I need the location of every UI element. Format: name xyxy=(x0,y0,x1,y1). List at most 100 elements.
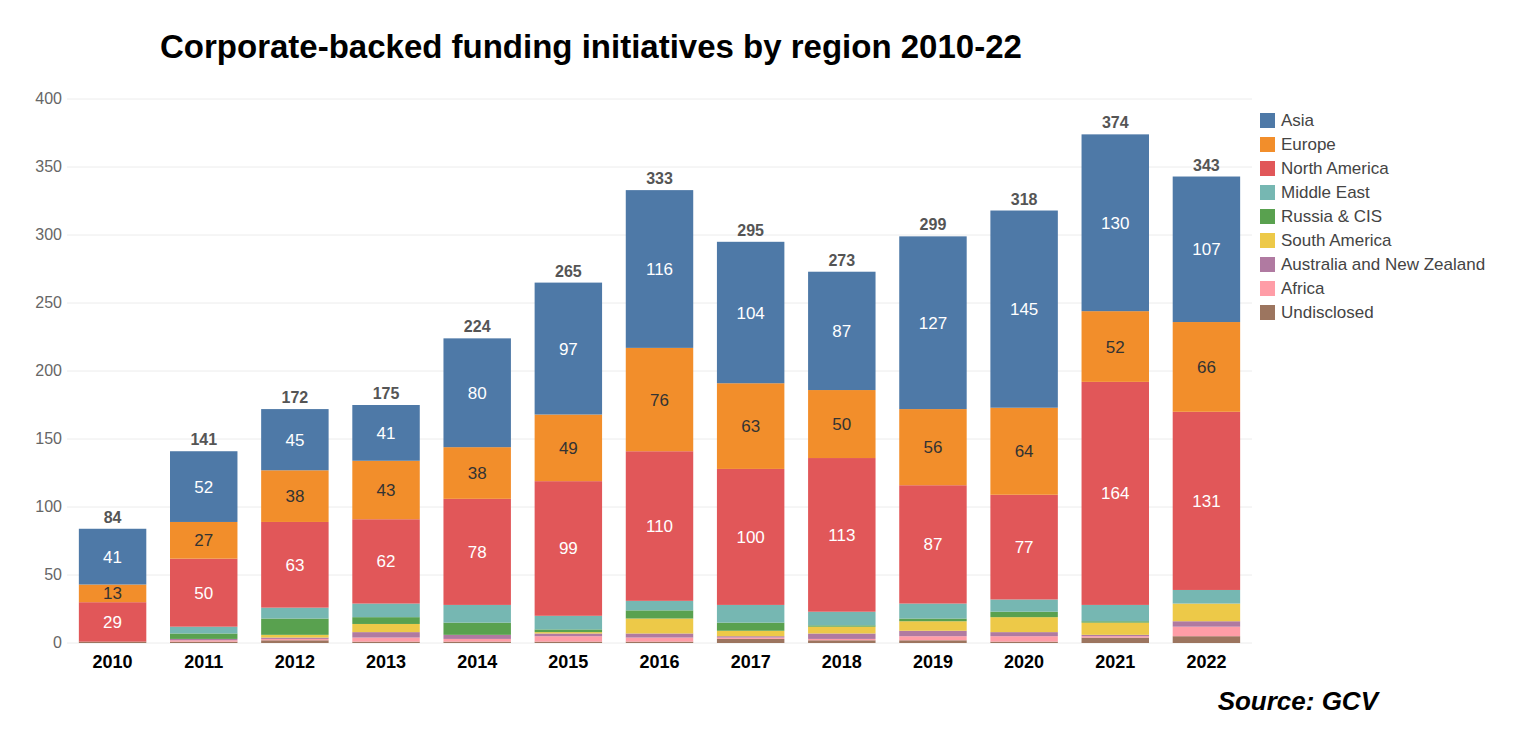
data-label: 80 xyxy=(468,384,487,403)
legend-label: Australia and New Zealand xyxy=(1281,255,1485,274)
bar-segment xyxy=(899,485,966,603)
data-label: 99 xyxy=(559,539,578,558)
bar-segment xyxy=(170,451,237,522)
legend-label: Africa xyxy=(1281,279,1325,298)
y-tick-label: 200 xyxy=(35,362,62,379)
bar-segment xyxy=(1173,590,1240,604)
bar-segment xyxy=(1173,621,1240,626)
bar-segment xyxy=(1173,604,1240,622)
bar-segment xyxy=(170,640,237,641)
total-label: 374 xyxy=(1102,114,1129,131)
legend-label: Asia xyxy=(1281,111,1315,130)
legend-swatch xyxy=(1260,113,1275,128)
bar-segment xyxy=(261,639,328,640)
total-label: 175 xyxy=(373,385,400,402)
data-label: 110 xyxy=(646,517,673,536)
bar-segment xyxy=(626,619,693,634)
total-label: 224 xyxy=(464,318,491,335)
x-tick-label: 2013 xyxy=(366,652,406,672)
legend-swatch xyxy=(1260,233,1275,248)
data-label: 49 xyxy=(559,439,578,458)
data-label: 77 xyxy=(1015,538,1034,557)
data-label: 164 xyxy=(1101,484,1129,503)
bar-segment xyxy=(535,283,602,415)
bar-segment xyxy=(170,627,237,634)
grid-line xyxy=(67,99,1252,100)
bar-segment xyxy=(1082,311,1149,382)
legend-label: South America xyxy=(1281,231,1392,250)
data-label: 100 xyxy=(736,528,764,547)
bar-segment xyxy=(443,499,510,605)
bar-segment xyxy=(261,638,328,639)
data-label: 113 xyxy=(828,526,855,545)
bar-segment xyxy=(1082,134,1149,311)
bar-segment xyxy=(79,602,146,641)
x-tick-label: 2017 xyxy=(731,652,771,672)
bar-segment xyxy=(535,642,602,643)
bar-segment xyxy=(352,638,419,642)
total-label: 273 xyxy=(828,252,855,269)
bar-segment xyxy=(899,409,966,485)
bar-segment xyxy=(1173,322,1240,412)
bar-segment xyxy=(808,612,875,626)
data-label: 50 xyxy=(194,584,213,603)
bar-segment xyxy=(443,605,510,623)
bar-segment xyxy=(535,632,602,633)
bar-segment xyxy=(808,390,875,458)
legend-swatch xyxy=(1260,257,1275,272)
legend-swatch xyxy=(1260,305,1275,320)
data-label: 131 xyxy=(1192,492,1220,511)
y-tick-label: 300 xyxy=(35,226,62,243)
total-label: 299 xyxy=(920,216,947,233)
data-label: 27 xyxy=(194,531,213,550)
bar-segment xyxy=(990,636,1057,641)
bar-segment xyxy=(261,619,328,635)
data-label: 127 xyxy=(919,314,947,333)
data-label: 78 xyxy=(468,543,487,562)
data-label: 41 xyxy=(103,548,122,567)
bar-segment xyxy=(808,639,875,640)
bar-segment xyxy=(170,633,237,638)
y-tick-label: 0 xyxy=(53,634,62,651)
bar-segment xyxy=(990,495,1057,600)
bar-segment xyxy=(535,636,602,641)
bar-segment xyxy=(626,451,693,601)
y-tick-label: 50 xyxy=(44,566,62,583)
y-tick-label: 100 xyxy=(35,498,62,515)
total-label: 84 xyxy=(104,509,122,526)
legend-swatch xyxy=(1260,281,1275,296)
bar-segment xyxy=(443,623,510,635)
x-tick-label: 2011 xyxy=(184,652,223,672)
data-label: 87 xyxy=(924,535,943,554)
data-label: 56 xyxy=(924,438,943,457)
bar-segment xyxy=(717,242,784,383)
bar-segment xyxy=(808,633,875,638)
bar-segment xyxy=(535,415,602,482)
bar-segment xyxy=(1173,636,1240,643)
bar-segment xyxy=(261,470,328,522)
bar-segment xyxy=(261,635,328,638)
bar-segment xyxy=(990,408,1057,495)
bar-segment xyxy=(443,447,510,499)
data-label: 116 xyxy=(646,260,673,279)
bar-segment xyxy=(899,619,966,622)
bar-segment xyxy=(443,639,510,642)
bar-segment xyxy=(717,605,784,623)
x-tick-label: 2016 xyxy=(639,652,679,672)
bar-segment xyxy=(535,481,602,616)
bar-segment xyxy=(170,639,237,640)
data-label: 41 xyxy=(377,424,396,443)
bar-segment xyxy=(626,642,693,643)
total-label: 172 xyxy=(282,389,309,406)
bar-segment xyxy=(352,461,419,519)
bar-segment xyxy=(899,631,966,636)
bar-segment xyxy=(1173,177,1240,323)
legend-swatch xyxy=(1260,161,1275,176)
bar-segment xyxy=(443,338,510,447)
bar-segment xyxy=(990,612,1057,617)
data-label: 63 xyxy=(285,556,304,575)
bar-segment xyxy=(170,559,237,627)
x-tick-label: 2020 xyxy=(1004,652,1044,672)
legend-swatch xyxy=(1260,185,1275,200)
legend-label: Middle East xyxy=(1281,183,1370,202)
